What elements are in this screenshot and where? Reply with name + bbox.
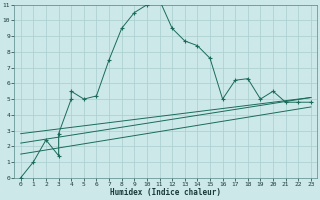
X-axis label: Humidex (Indice chaleur): Humidex (Indice chaleur) (110, 188, 221, 197)
